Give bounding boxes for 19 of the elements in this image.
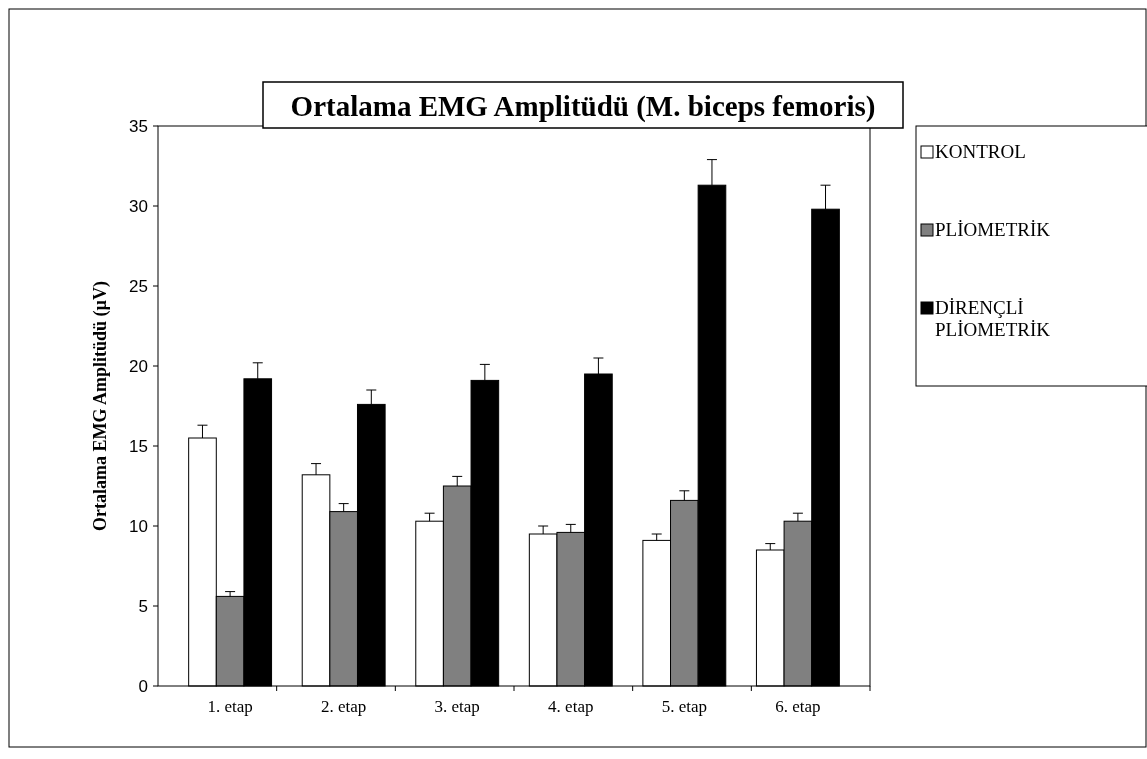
- legend-label: DİRENÇLİ PLİOMETRİK: [935, 297, 1051, 340]
- x-tick-label: 2. etap: [321, 697, 367, 716]
- y-tick-label: 30: [129, 196, 148, 216]
- y-axis-title: Ortalama EMG Amplitüdü (µV): [90, 281, 111, 531]
- y-tick-label: 25: [129, 276, 148, 296]
- y-tick-label: 10: [129, 516, 148, 536]
- x-tick-label: 1. etap: [207, 697, 253, 716]
- x-tick-label: 4. etap: [548, 697, 594, 716]
- y-tick-label: 0: [138, 676, 148, 696]
- x-tick-label: 6. etap: [775, 697, 821, 716]
- legend-label: PLİOMETRİK: [935, 219, 1051, 240]
- y-tick-label: 20: [129, 356, 148, 376]
- y-tick-label: 5: [138, 596, 148, 616]
- legend-label: KONTROL: [935, 141, 1026, 162]
- y-tick-label: 35: [129, 116, 148, 136]
- x-tick-label: 5. etap: [661, 697, 707, 716]
- y-tick-label: 15: [129, 436, 148, 456]
- chart-title: Ortalama EMG Amplitüdü (M. biceps femoris): [290, 90, 876, 123]
- x-tick-label: 3. etap: [434, 697, 480, 716]
